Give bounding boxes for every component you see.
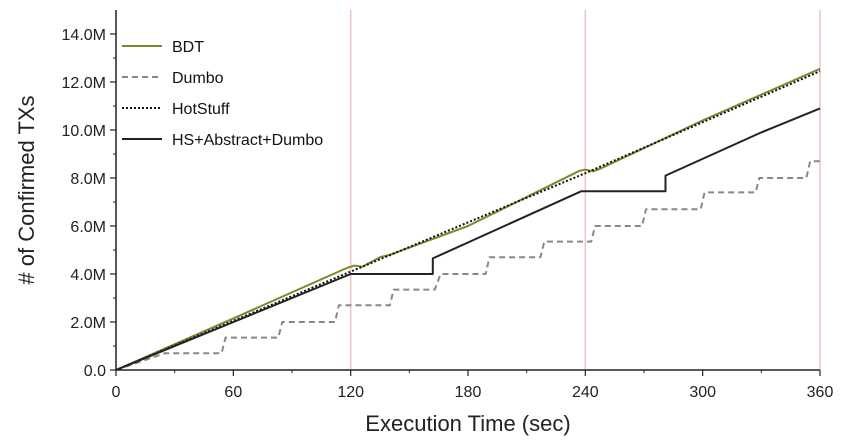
y-tick-label: 10.0M	[62, 123, 106, 140]
series-line-hs-abstract-dumbo	[115, 107, 821, 371]
x-tick-label: 0	[112, 384, 121, 401]
y-tick-label: 2.0M	[70, 315, 106, 332]
axes	[115, 10, 820, 371]
legend-label: Dumbo	[172, 70, 224, 87]
legend-label: HS+Abstract+Dumbo	[172, 132, 323, 149]
legend-label: HotStuff	[172, 101, 230, 118]
y-tick-label: 4.0M	[70, 267, 106, 284]
y-tick-label: 14.0M	[62, 27, 106, 44]
series-line-hotstuff	[115, 70, 821, 371]
x-tick-label: 60	[224, 384, 242, 401]
x-tick-label: 240	[572, 384, 599, 401]
x-tick-label: 360	[807, 384, 834, 401]
legend-label: BDT	[172, 39, 204, 56]
y-tick-label: 0.0	[84, 363, 106, 380]
series-line-bdt	[115, 67, 821, 371]
reference-lines	[349, 10, 821, 370]
y-axis-label: # of Confirmed TXs	[14, 95, 39, 284]
x-tick-label: 180	[455, 384, 482, 401]
ticks: 0 60 120 180 240 300 360 0.0 2.0M 4.0M 6.0M 8.0M 10.…	[62, 27, 834, 401]
series-layer	[115, 67, 821, 371]
y-tick-label: 8.0M	[70, 171, 106, 188]
y-tick-label: 6.0M	[70, 219, 106, 236]
legend: BDT Dumbo HotStuff HS+Abstract+Dumbo	[122, 39, 323, 149]
x-tick-label: 120	[337, 384, 364, 401]
x-axis-label: Execution Time (sec)	[365, 411, 570, 436]
y-tick-label: 12.0M	[62, 75, 106, 92]
x-tick-label: 300	[689, 384, 716, 401]
series-line-dumbo	[115, 160, 820, 371]
